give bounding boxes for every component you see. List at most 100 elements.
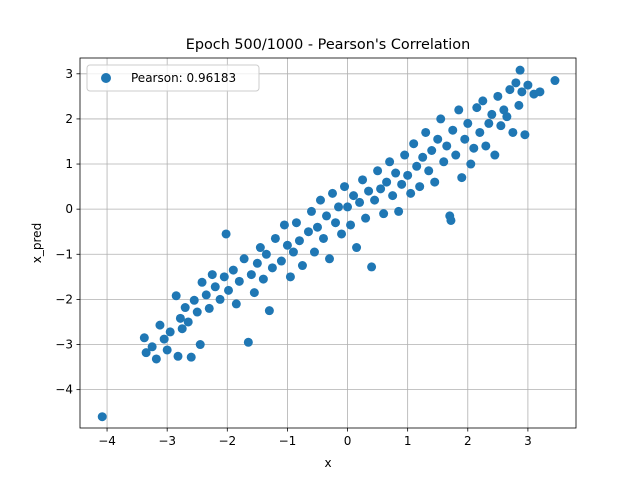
scatter-point xyxy=(484,118,494,128)
scatter-point xyxy=(252,258,262,268)
scatter-point xyxy=(288,247,298,257)
axis-ticks: −4 −3 −2 −1 0 1 2 3 −4 −3 −2 −1 0 1 2 3 xyxy=(55,67,531,448)
scatter-point xyxy=(490,150,500,160)
scatter-point xyxy=(520,130,530,140)
scatter-point xyxy=(267,263,277,273)
scatter-point xyxy=(358,175,368,185)
y-tick-label: −1 xyxy=(55,247,73,261)
scatter-point xyxy=(379,209,389,219)
scatter-point xyxy=(315,195,325,205)
scatter-point xyxy=(418,152,428,162)
scatter-point xyxy=(505,85,515,95)
scatter-point xyxy=(215,294,225,304)
scatter-point xyxy=(424,166,434,176)
scatter-point xyxy=(231,299,241,309)
scatter-point xyxy=(312,222,322,232)
scatter-point xyxy=(502,112,512,122)
scatter-point xyxy=(285,272,295,282)
scatter-point xyxy=(249,288,259,298)
x-tick-label: 2 xyxy=(464,434,472,448)
scatter-point xyxy=(457,173,467,183)
scatter-point xyxy=(246,270,256,280)
scatter-point xyxy=(439,157,449,167)
scatter-point xyxy=(264,306,274,316)
scatter-point xyxy=(409,139,419,149)
y-tick-label: 1 xyxy=(65,157,73,171)
scatter-point xyxy=(234,276,244,286)
scatter-point xyxy=(415,182,425,192)
scatter-point xyxy=(159,334,169,344)
scatter-point xyxy=(442,141,452,151)
scatter-point xyxy=(394,206,404,216)
scatter-point xyxy=(189,295,199,305)
scatter-point xyxy=(376,184,386,194)
scatter-point xyxy=(210,282,220,292)
scatter-point xyxy=(192,307,202,317)
scatter-point xyxy=(400,150,410,160)
scatter-point xyxy=(197,277,207,287)
scatter-point xyxy=(309,247,319,257)
y-tick-label: 2 xyxy=(65,112,73,126)
scatter-point xyxy=(337,229,347,239)
scatter-point xyxy=(406,188,416,198)
scatter-point xyxy=(535,87,545,97)
x-tick-label: 3 xyxy=(524,434,532,448)
scatter-point xyxy=(97,412,107,422)
scatter-point xyxy=(270,233,280,243)
scatter-point xyxy=(219,272,229,282)
x-tick-label: 1 xyxy=(404,434,412,448)
scatter-point xyxy=(147,342,157,352)
scatter-point xyxy=(373,166,383,176)
scatter-point xyxy=(162,345,172,355)
scatter-point xyxy=(228,265,238,275)
scatter-point xyxy=(523,80,533,90)
scatter-point xyxy=(385,157,395,167)
scatter-point xyxy=(446,215,456,225)
scatter-point xyxy=(306,206,316,216)
scatter-point xyxy=(279,220,289,230)
scatter-point xyxy=(258,274,268,284)
y-axis-label: x_pred xyxy=(30,223,44,263)
scatter-point xyxy=(499,105,509,115)
scatter-point xyxy=(221,229,231,239)
scatter-point xyxy=(511,78,521,88)
scatter-point xyxy=(493,91,503,101)
scatter-point xyxy=(151,354,161,364)
scatter-point xyxy=(331,218,341,228)
scatter-point xyxy=(382,177,392,187)
scatter-point xyxy=(391,168,401,178)
scatter-point xyxy=(469,143,479,153)
scatter-point xyxy=(239,254,249,264)
x-tick-label: −1 xyxy=(279,434,297,448)
scatter-point xyxy=(349,191,359,201)
scatter-point xyxy=(343,202,353,212)
scatter-point xyxy=(276,256,286,266)
legend-label: Pearson: 0.96183 xyxy=(131,71,236,85)
scatter-point xyxy=(403,170,413,180)
scatter-point xyxy=(352,243,362,253)
scatter-point xyxy=(325,254,334,264)
scatter-point xyxy=(361,213,371,223)
scatter-point xyxy=(183,317,193,327)
axes-frame xyxy=(79,57,577,429)
y-tick-label: 3 xyxy=(65,67,73,81)
scatter-point xyxy=(334,202,344,212)
scatter-point xyxy=(186,352,196,362)
y-tick-label: −4 xyxy=(55,383,73,397)
legend: Pearson: 0.96183 xyxy=(86,64,260,92)
scatter-point xyxy=(141,348,151,358)
scatter-point xyxy=(180,303,190,313)
scatter-point xyxy=(550,76,560,86)
scatter-point xyxy=(155,320,165,330)
scatter-point xyxy=(261,249,271,259)
scatter-point xyxy=(451,150,461,160)
scatter-point xyxy=(177,324,187,334)
scatter-point xyxy=(412,161,422,171)
scatter-point xyxy=(364,186,374,196)
scatter-point xyxy=(139,333,149,343)
scatter-point xyxy=(255,243,265,253)
scatter-point xyxy=(487,109,497,119)
scatter-point xyxy=(421,127,431,137)
scatter-point xyxy=(322,211,331,221)
